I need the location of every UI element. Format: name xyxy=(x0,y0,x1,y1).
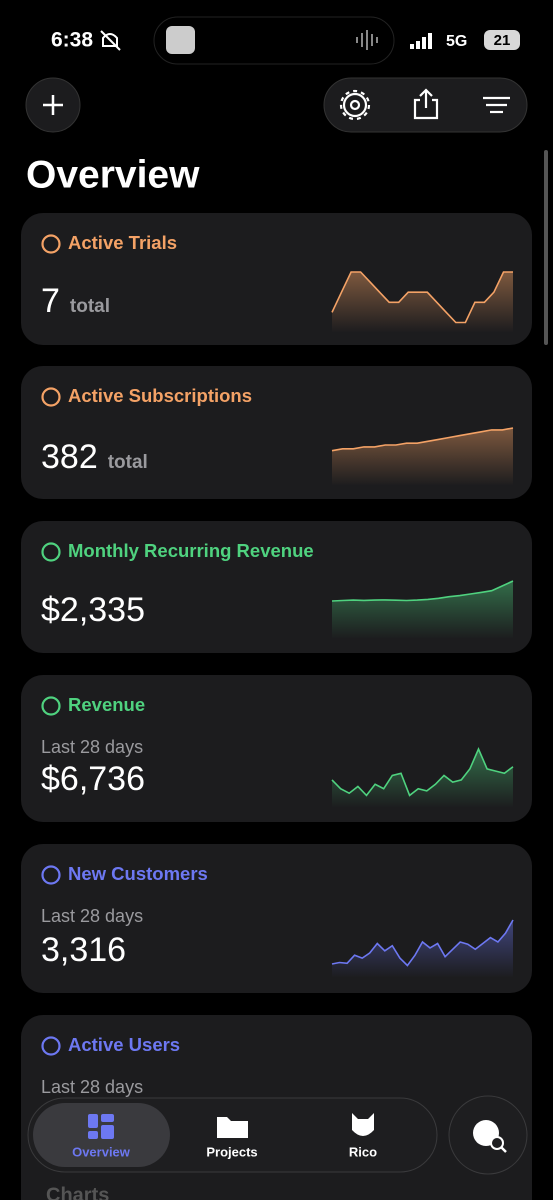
sparkline-area xyxy=(332,920,513,978)
battery-level: 21 xyxy=(494,32,511,49)
tab-label[interactable]: Rico xyxy=(349,1144,377,1159)
dynamic-island xyxy=(153,16,395,65)
scrollbar xyxy=(544,150,548,345)
card-subtitle: Last 28 days xyxy=(41,906,143,926)
sparkline xyxy=(331,427,514,452)
card-title: New Customers xyxy=(68,863,208,884)
tab-label[interactable]: Projects xyxy=(206,1144,257,1159)
signal-icon xyxy=(410,33,432,49)
page-title: Overview xyxy=(26,153,200,196)
metric-card[interactable]: Active Trials 7 total xyxy=(21,213,532,345)
add-icon xyxy=(43,95,63,115)
card-value: 7 xyxy=(41,282,60,320)
rico-tab-icon xyxy=(352,1113,374,1136)
card-subtitle: Last 28 days xyxy=(41,1077,143,1097)
card-title: Active Users xyxy=(68,1034,180,1055)
card-value: 3,316 xyxy=(41,931,126,969)
filter-button[interactable] xyxy=(483,96,510,114)
sparkline xyxy=(331,919,514,967)
settings-button[interactable] xyxy=(339,89,371,121)
share-button[interactable] xyxy=(413,88,439,120)
card-subtitle: Last 28 days xyxy=(41,737,143,757)
card-unit: total xyxy=(70,296,110,317)
search-icon xyxy=(473,1120,507,1153)
card-value: $6,736 xyxy=(41,760,145,798)
card-icon xyxy=(41,696,61,716)
section-title: Charts xyxy=(46,1184,109,1200)
card-title: Active Subscriptions xyxy=(68,385,252,406)
sparkline-area xyxy=(332,749,513,808)
status-time: 6:38 xyxy=(51,29,93,52)
card-value: $2,335 xyxy=(41,591,145,629)
waveform xyxy=(356,30,378,50)
card-unit: total xyxy=(108,452,148,473)
sparkline-area xyxy=(332,581,513,639)
card-value: 382 xyxy=(41,438,98,476)
sparkline xyxy=(331,746,514,797)
card-title: Monthly Recurring Revenue xyxy=(68,540,314,561)
overview-tab-icon xyxy=(88,1114,114,1139)
tab-labels: Overview Projects Rico xyxy=(72,1144,377,1159)
silent-icon xyxy=(100,30,121,51)
tab-label[interactable]: Overview xyxy=(72,1144,131,1159)
card-icon xyxy=(41,387,61,407)
card-background xyxy=(21,844,532,993)
card-icon xyxy=(41,234,61,254)
sparkline xyxy=(331,580,514,602)
metric-card[interactable]: Revenue Last 28 days $6,736 xyxy=(21,675,532,822)
now-playing-art xyxy=(166,26,195,54)
metric-card[interactable]: New Customers Last 28 days 3,316 xyxy=(21,844,532,993)
metric-card[interactable]: Active Subscriptions 382 total xyxy=(21,366,532,499)
card-icon xyxy=(41,865,61,885)
network-label: 5G xyxy=(446,33,467,50)
card-title: Revenue xyxy=(68,694,145,715)
battery xyxy=(484,30,520,50)
card-icon xyxy=(41,1036,61,1056)
card-title: Active Trials xyxy=(68,232,177,253)
card-icon xyxy=(41,542,61,562)
card-list: Active Trials 7 total Active Subscriptions 3… xyxy=(21,213,532,1200)
sparkline xyxy=(331,271,513,324)
projects-tab-icon xyxy=(217,1117,248,1138)
metric-card[interactable]: Monthly Recurring Revenue $2,335 xyxy=(21,521,532,653)
sparkline-area xyxy=(332,428,513,486)
